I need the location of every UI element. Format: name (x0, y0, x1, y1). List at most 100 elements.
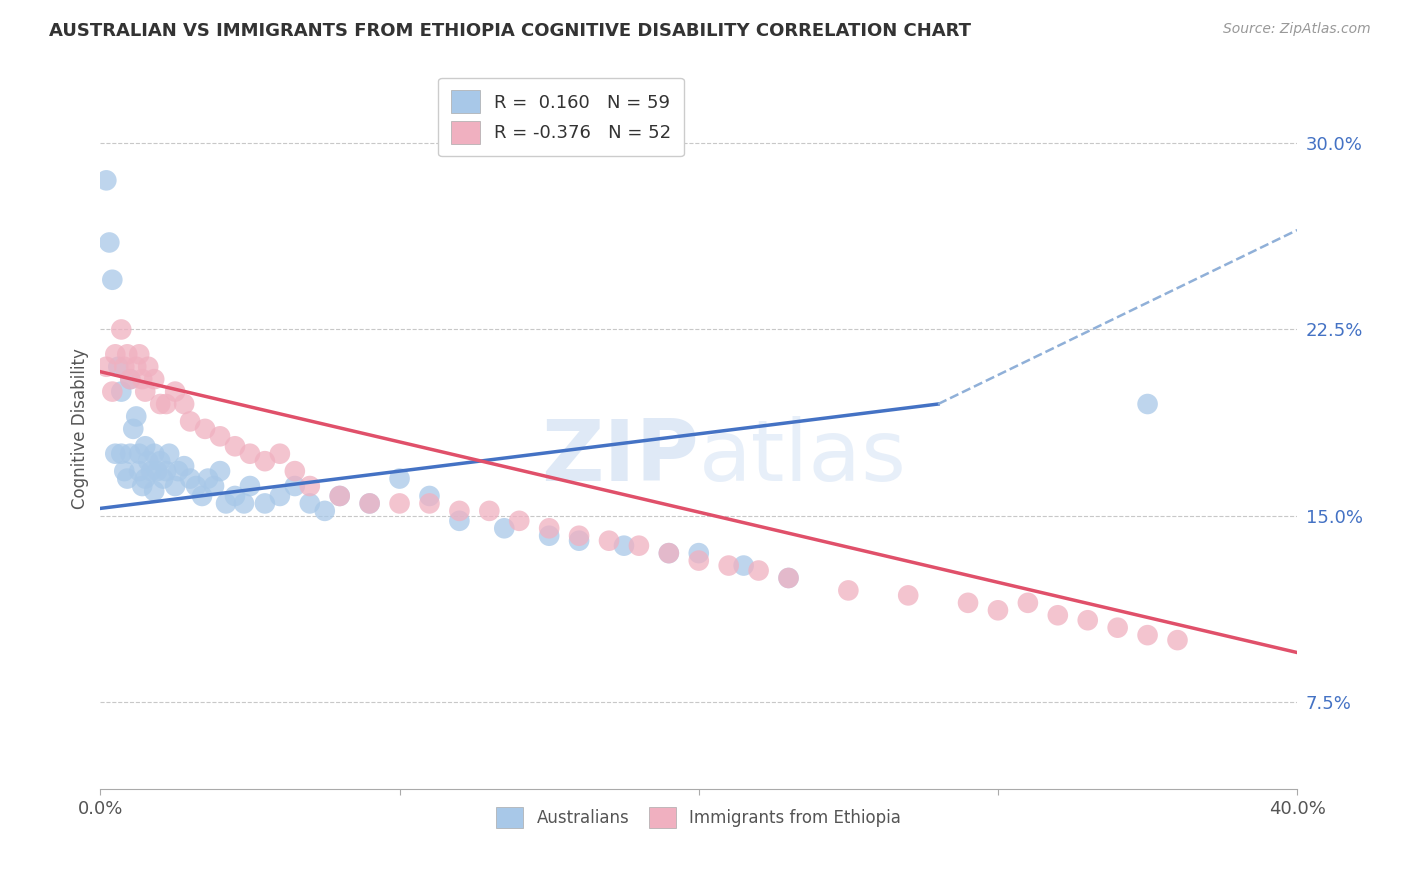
Point (117, 472, 139, 486)
Point (128, 464, 150, 478)
Point (136, 454, 159, 468)
Point (131, 372, 153, 386)
Point (418, 489, 440, 503)
Point (329, 489, 352, 503)
Point (568, 529, 591, 543)
Point (165, 479, 187, 493)
Point (110, 447, 132, 461)
Point (194, 422, 217, 436)
Point (191, 489, 214, 503)
Point (155, 464, 177, 478)
Point (122, 422, 145, 436)
Point (688, 546, 710, 560)
Point (208, 464, 231, 478)
Text: AUSTRALIAN VS IMMIGRANTS FROM ETHIOPIA COGNITIVE DISABILITY CORRELATION CHART: AUSTRALIAN VS IMMIGRANTS FROM ETHIOPIA C… (49, 22, 972, 40)
Point (224, 489, 246, 503)
Point (131, 479, 153, 493)
Text: atlas: atlas (699, 417, 907, 500)
Y-axis label: Cognitive Disability: Cognitive Disability (72, 349, 89, 509)
Legend: Australians, Immigrants from Ethiopia: Australians, Immigrants from Ethiopia (489, 800, 908, 835)
Point (143, 372, 166, 386)
Point (733, 558, 755, 573)
Point (1017, 596, 1039, 610)
Text: Source: ZipAtlas.com: Source: ZipAtlas.com (1223, 22, 1371, 37)
Text: ZIP: ZIP (541, 417, 699, 500)
Point (173, 397, 195, 411)
Point (298, 479, 321, 493)
Point (98, 235, 121, 250)
Point (359, 496, 381, 510)
Point (125, 359, 148, 374)
Point (568, 533, 591, 548)
Point (1077, 613, 1099, 627)
Point (179, 414, 201, 428)
Point (184, 479, 207, 493)
Point (173, 459, 195, 474)
Point (110, 322, 132, 336)
Point (141, 464, 163, 478)
Point (658, 546, 681, 560)
Point (101, 273, 124, 287)
Point (125, 409, 148, 424)
Point (897, 588, 920, 602)
Point (155, 397, 177, 411)
Point (112, 464, 135, 478)
Point (233, 496, 256, 510)
Point (329, 489, 352, 503)
Point (388, 472, 411, 486)
Point (112, 359, 135, 374)
Point (1107, 621, 1129, 635)
Point (538, 529, 561, 543)
Point (96, 359, 118, 374)
Point (165, 384, 187, 399)
Point (508, 514, 530, 528)
Point (957, 596, 980, 610)
Point (197, 472, 219, 486)
Point (107, 359, 129, 374)
Point (658, 546, 681, 560)
Point (208, 429, 231, 443)
Point (104, 447, 127, 461)
Point (134, 472, 156, 486)
Point (96, 173, 118, 187)
Point (538, 521, 561, 535)
Point (117, 347, 139, 361)
Point (778, 571, 800, 585)
Point (314, 504, 336, 518)
Point (149, 397, 172, 411)
Point (157, 447, 180, 461)
Point (1136, 397, 1159, 411)
Point (598, 533, 620, 548)
Point (1136, 628, 1159, 642)
Point (987, 603, 1010, 617)
Point (239, 479, 262, 493)
Point (101, 384, 124, 399)
Point (269, 447, 291, 461)
Point (239, 447, 262, 461)
Point (284, 479, 307, 493)
Point (717, 558, 740, 573)
Point (418, 496, 440, 510)
Point (1046, 608, 1069, 623)
Point (202, 479, 225, 493)
Point (1166, 633, 1188, 648)
Point (143, 447, 166, 461)
Point (284, 464, 307, 478)
Point (152, 472, 174, 486)
Point (613, 539, 636, 553)
Point (494, 521, 516, 535)
Point (388, 496, 411, 510)
Point (143, 483, 166, 498)
Point (627, 539, 650, 553)
Point (449, 514, 471, 528)
Point (120, 447, 142, 461)
Point (110, 384, 132, 399)
Point (688, 553, 710, 567)
Point (224, 439, 246, 453)
Point (449, 504, 471, 518)
Point (269, 489, 291, 503)
Point (104, 347, 127, 361)
Point (253, 496, 276, 510)
Point (128, 447, 150, 461)
Point (120, 372, 142, 386)
